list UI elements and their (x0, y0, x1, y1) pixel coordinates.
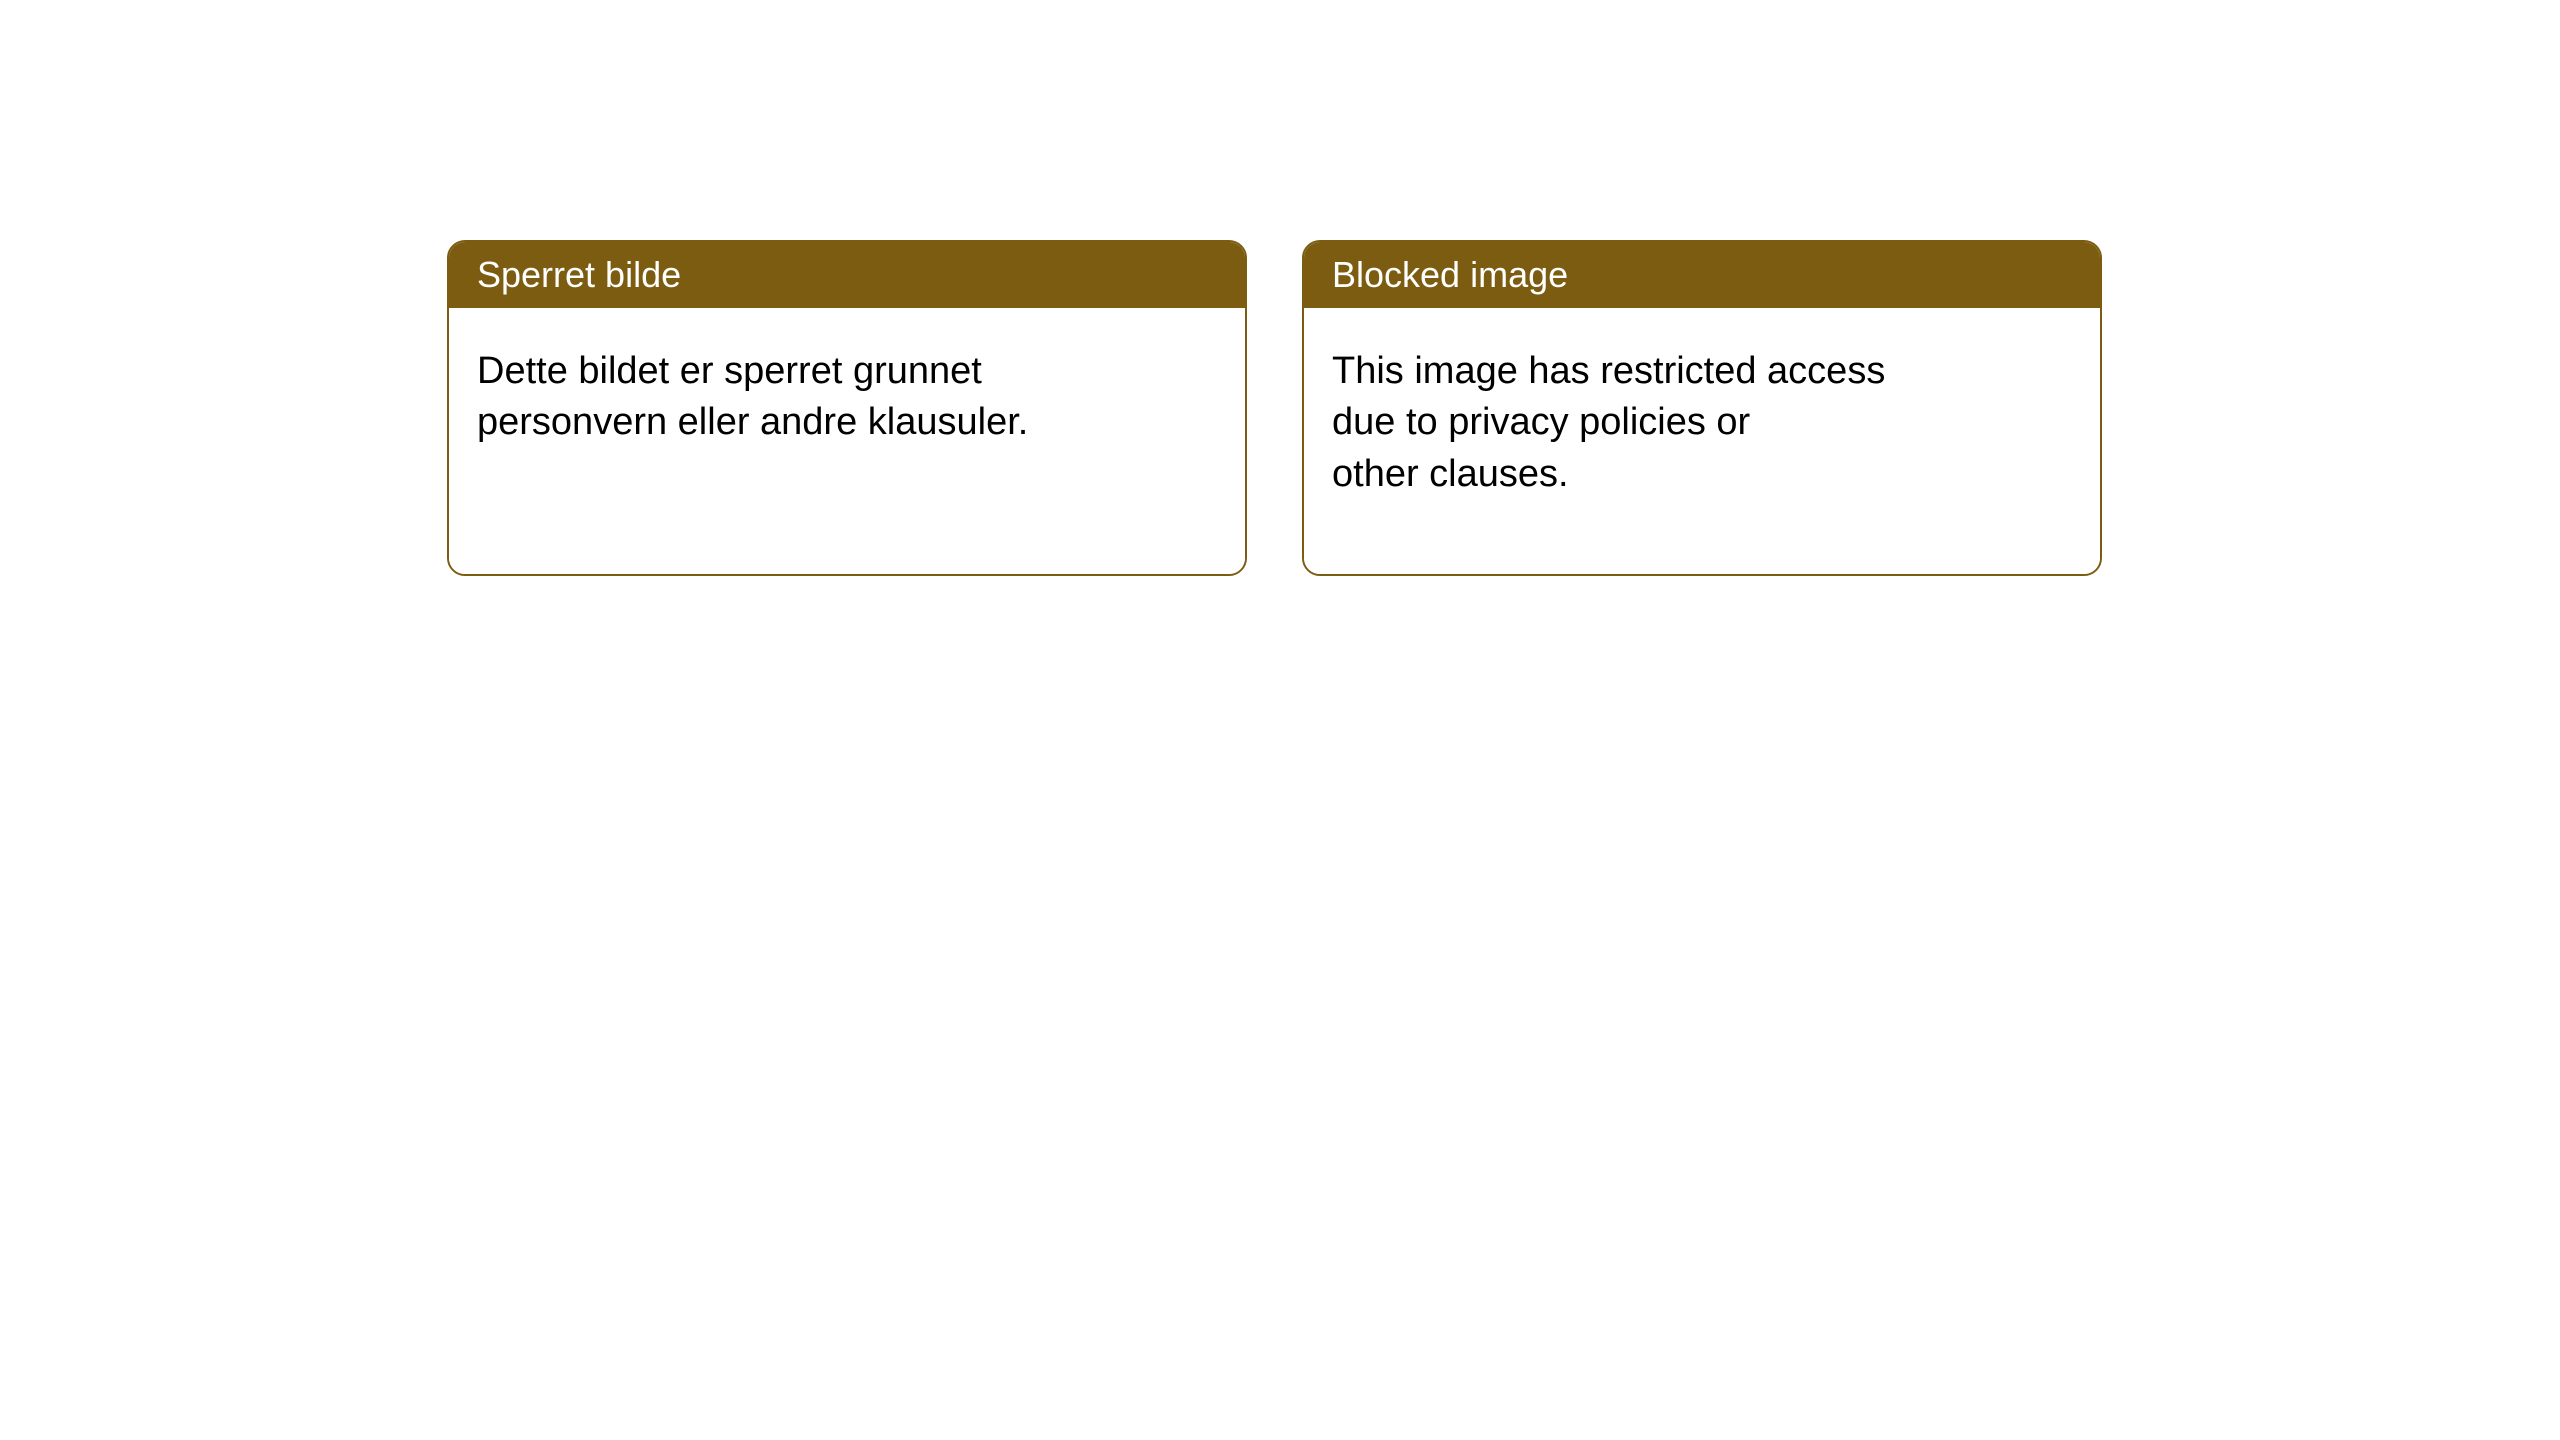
notice-card-english: Blocked image This image has restricted … (1302, 240, 2102, 576)
notice-card-header: Blocked image (1304, 242, 2100, 308)
notice-card-body: Dette bildet er sperret grunnet personve… (449, 308, 1245, 574)
notice-card-header: Sperret bilde (449, 242, 1245, 308)
notice-cards-container: Sperret bilde Dette bildet er sperret gr… (447, 240, 2102, 576)
notice-card-body: This image has restricted access due to … (1304, 308, 2100, 574)
notice-card-norwegian: Sperret bilde Dette bildet er sperret gr… (447, 240, 1247, 576)
